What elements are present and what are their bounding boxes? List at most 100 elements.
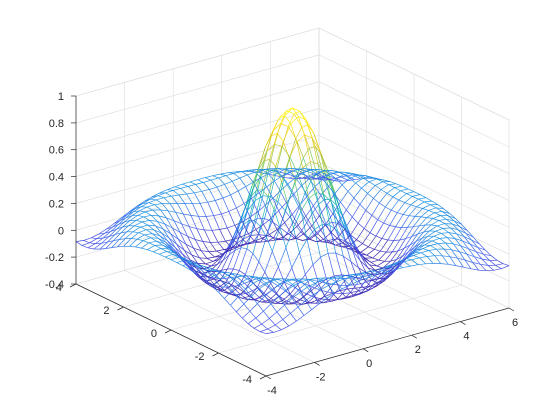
mesh-edge — [163, 195, 172, 199]
mesh-edge — [364, 279, 371, 287]
mesh-edge — [128, 220, 137, 227]
mesh-edge — [272, 198, 280, 211]
mesh-edge — [348, 277, 355, 286]
mesh-edge — [302, 278, 309, 280]
mesh-edge — [458, 251, 466, 261]
mesh-edge — [346, 197, 355, 211]
mesh-edge — [227, 243, 237, 251]
mesh-edge — [321, 241, 330, 244]
mesh-edge — [225, 281, 232, 286]
mesh-edge — [271, 251, 279, 268]
mesh-edge — [307, 296, 315, 303]
mesh-edge — [257, 303, 264, 312]
mesh-edge — [316, 170, 325, 175]
mesh-edge — [178, 193, 187, 196]
mesh-edge — [286, 170, 294, 175]
mesh-edge — [380, 184, 389, 190]
mesh-edge — [211, 259, 220, 267]
mesh-edge — [314, 224, 323, 230]
mesh-edge — [356, 277, 364, 288]
mesh-edge — [304, 192, 314, 213]
mesh-edge — [419, 236, 429, 244]
mesh-edge — [468, 248, 475, 257]
mesh-edge — [292, 289, 299, 297]
mesh-edge — [228, 233, 238, 256]
mesh-edge — [362, 232, 371, 244]
mesh-edge — [243, 295, 252, 305]
mesh-edge — [279, 171, 288, 175]
mesh-edge — [280, 300, 287, 305]
mesh-edge — [269, 318, 276, 326]
mesh-edge — [352, 250, 359, 268]
mesh-edge — [333, 173, 342, 178]
mesh-edge — [205, 261, 214, 265]
mesh-edge — [148, 202, 155, 206]
mesh-edge — [281, 126, 289, 147]
mesh-edge — [373, 198, 380, 204]
mesh-edge — [93, 243, 102, 250]
mesh-edge — [291, 252, 300, 268]
mesh-edge — [255, 195, 263, 201]
mesh-edge — [275, 319, 284, 326]
mesh-edge — [247, 200, 256, 211]
mesh-edge — [455, 265, 464, 268]
mesh-edge — [373, 273, 382, 276]
mesh-edge — [297, 306, 305, 316]
mesh-edge — [262, 277, 271, 282]
mesh-edge — [352, 174, 361, 180]
mesh-edge — [119, 238, 126, 240]
mesh-edge — [318, 204, 327, 225]
mesh-edge — [307, 186, 316, 196]
mesh-edge — [268, 277, 275, 281]
mesh-edge — [311, 303, 320, 310]
mesh-edge — [205, 263, 212, 267]
mesh-edge — [305, 205, 314, 217]
mesh-edge — [165, 190, 174, 194]
mesh-edge — [417, 224, 426, 235]
mesh-edge — [385, 196, 394, 208]
mesh-edge — [355, 177, 364, 184]
mesh-edge — [118, 231, 128, 240]
mesh-edge — [327, 240, 336, 246]
mesh-edge — [227, 250, 236, 270]
mesh-edge — [314, 279, 323, 284]
mesh-edge — [376, 178, 383, 183]
mesh-edge — [260, 277, 269, 280]
mesh-edge — [166, 186, 175, 191]
mesh-edge — [139, 206, 148, 212]
mesh-edge — [233, 171, 242, 174]
x-tick-label: 0 — [366, 358, 372, 370]
mesh-edge — [466, 253, 475, 258]
mesh-edge — [249, 310, 257, 319]
mesh-edge — [96, 233, 105, 239]
mesh-edge — [207, 200, 216, 203]
mesh-edge — [358, 272, 367, 275]
mesh-edge — [201, 189, 210, 192]
box-back-edge — [75, 27, 320, 97]
mesh-edge — [424, 244, 431, 246]
mesh-edge — [458, 229, 466, 234]
mesh-edge — [158, 215, 167, 219]
mesh-edge — [363, 176, 371, 179]
mesh-edge — [237, 287, 244, 293]
mesh-edge — [443, 248, 452, 251]
mesh-edge — [145, 209, 153, 213]
mesh-edge — [271, 133, 278, 137]
mesh-edge — [332, 221, 339, 224]
mesh-edge — [325, 224, 335, 240]
mesh-edge — [487, 265, 495, 271]
mesh-edge — [166, 217, 175, 222]
mesh-edge — [129, 238, 138, 247]
mesh-edge — [243, 203, 251, 218]
mesh-edge — [271, 201, 279, 222]
mesh-edge — [371, 202, 380, 216]
mesh-edge — [125, 215, 132, 219]
y-tick-mark — [117, 306, 124, 311]
mesh-edge — [208, 271, 215, 276]
mesh-edge — [248, 229, 257, 235]
mesh-edge — [324, 292, 333, 297]
mesh-edge — [287, 232, 295, 239]
mesh-edge — [83, 237, 92, 241]
y-tick-mark — [69, 283, 77, 288]
mesh-edge — [253, 297, 260, 300]
